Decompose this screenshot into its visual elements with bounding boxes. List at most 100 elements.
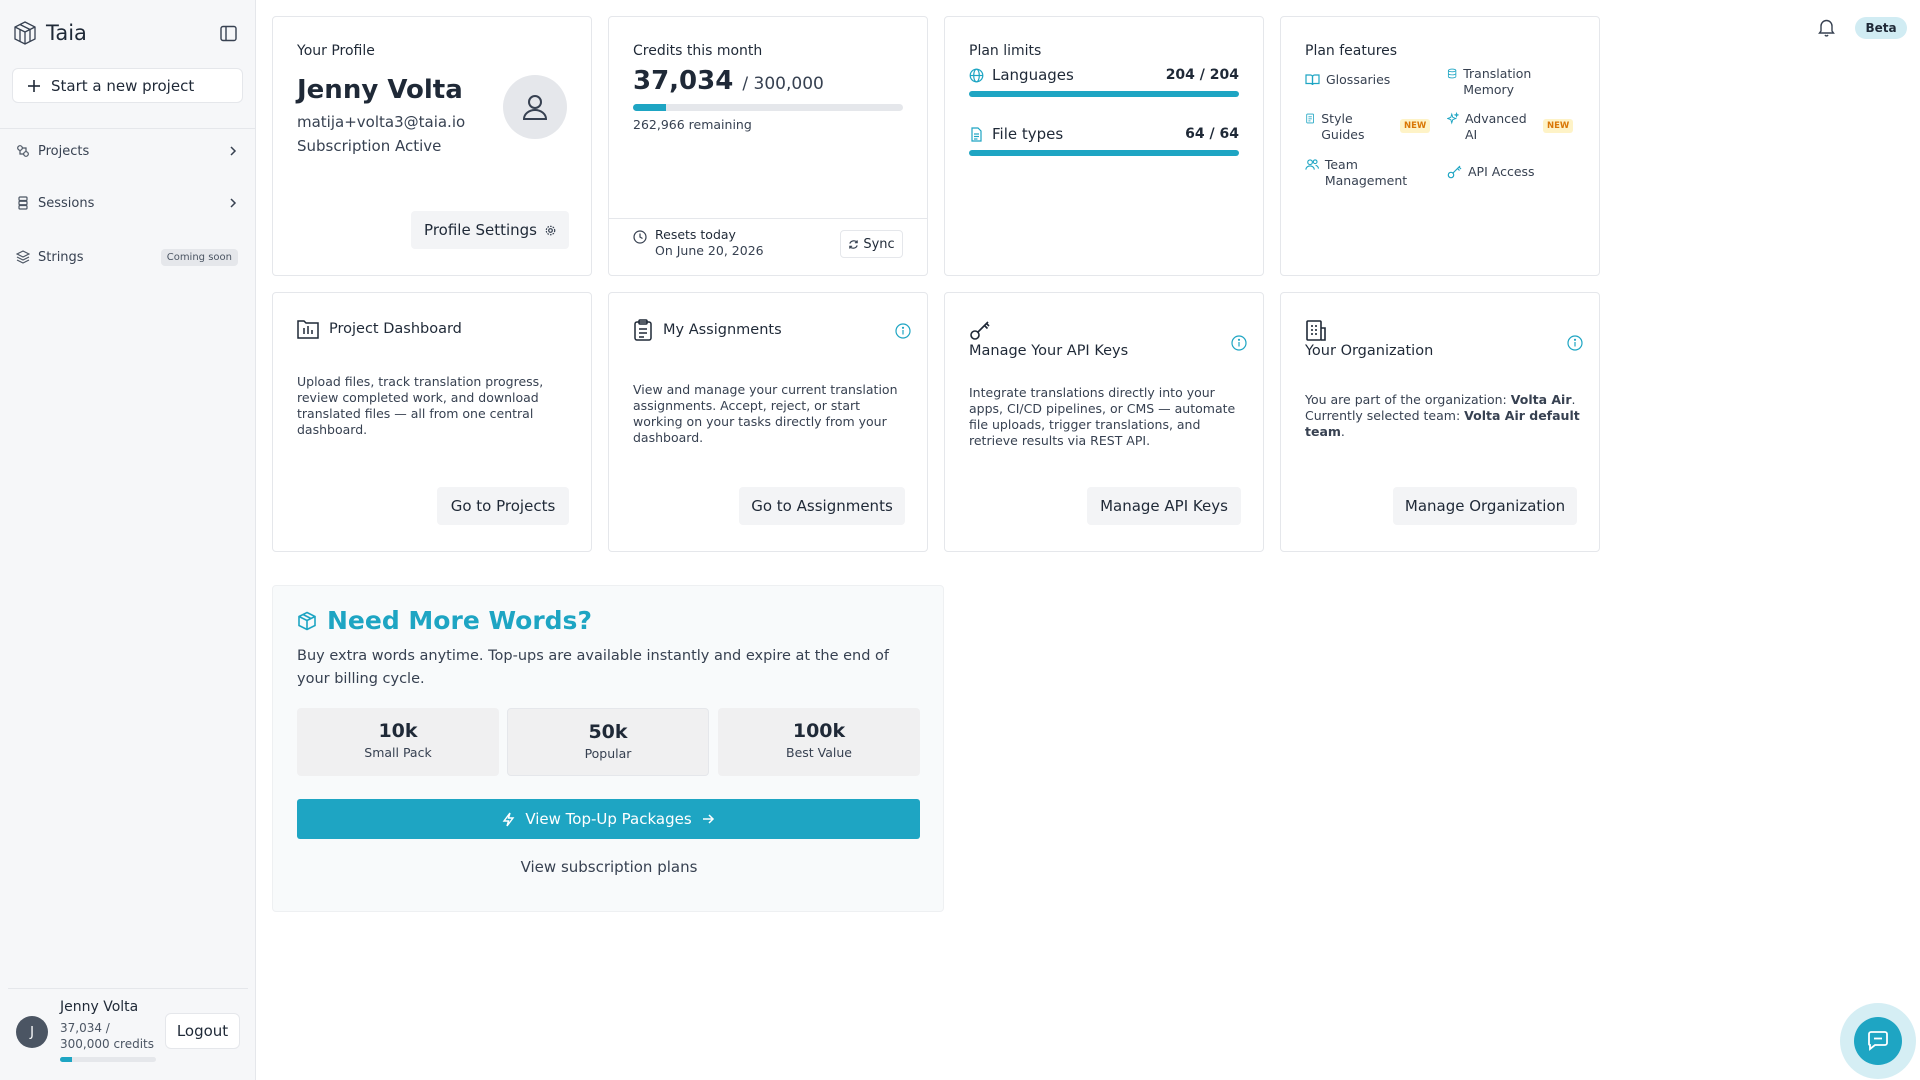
info-icon[interactable] xyxy=(895,323,911,339)
limit-bar-file-types xyxy=(969,150,1239,156)
dashboard-icon xyxy=(297,320,319,339)
file-icon xyxy=(971,126,982,142)
feature-team-management: Team Management xyxy=(1305,157,1435,189)
assignments-card: My Assignments View and manage your curr… xyxy=(608,292,928,552)
feature-glossaries: Glossaries xyxy=(1305,72,1390,88)
organization-card: Your Organization You are part of the or… xyxy=(1280,292,1600,552)
pack-best-value[interactable]: 100k Best Value xyxy=(718,708,920,776)
chat-icon xyxy=(1868,1031,1888,1051)
topup-description: Buy extra words anytime. Top-ups are ava… xyxy=(297,648,889,687)
database-icon xyxy=(1447,68,1457,79)
user-icon xyxy=(522,95,548,120)
credits-card: Credits this month 37,034 / 300,000 262,… xyxy=(608,16,928,276)
pack-small[interactable]: 10k Small Pack xyxy=(297,708,499,776)
limit-bar-languages xyxy=(969,91,1239,97)
pack-popular[interactable]: 50k Popular xyxy=(507,708,709,776)
pack-label: Best Value xyxy=(786,745,852,760)
avatar[interactable]: J xyxy=(16,1016,48,1048)
bell-icon[interactable] xyxy=(1818,18,1835,37)
card-description: Integrate translations directly into you… xyxy=(969,385,1236,448)
plan-limits-label: Plan limits xyxy=(969,43,1042,59)
refresh-icon xyxy=(849,239,859,249)
chevron-right-icon xyxy=(230,198,237,208)
manage-api-keys-button[interactable]: Manage API Keys xyxy=(1087,487,1241,525)
project-dashboard-card: Project Dashboard Upload files, track tr… xyxy=(272,292,592,552)
clock-icon xyxy=(633,230,647,244)
user-credits-bar-fill xyxy=(60,1057,72,1062)
app-name: Taia xyxy=(46,21,87,45)
feature-advanced-ai: Advanced AI xyxy=(1447,111,1527,143)
credits-used-value: 37,034 xyxy=(633,66,734,96)
topup-button-label: View Top-Up Packages xyxy=(525,810,692,828)
go-to-projects-button[interactable]: Go to Projects xyxy=(437,487,569,525)
card-title: My Assignments xyxy=(633,319,782,341)
profile-settings-label: Profile Settings xyxy=(424,221,537,239)
user-credits-bar xyxy=(60,1057,156,1062)
brand[interactable]: Taia xyxy=(12,20,87,46)
limit-value: 64 / 64 xyxy=(1185,126,1239,142)
info-icon[interactable] xyxy=(1567,335,1583,351)
profile-settings-button[interactable]: Profile Settings xyxy=(411,211,569,249)
sessions-icon xyxy=(18,196,28,210)
card-title-label: Manage Your API Keys xyxy=(969,343,1129,359)
logout-button[interactable]: Logout xyxy=(165,1013,240,1049)
credits-divider xyxy=(609,218,927,219)
limit-value: 204 / 204 xyxy=(1165,67,1239,83)
new-project-button[interactable]: Start a new project xyxy=(12,68,243,103)
sidebar-item-projects[interactable]: Projects xyxy=(16,138,238,164)
limit-name: File types xyxy=(992,125,1064,143)
logo-icon xyxy=(14,21,36,45)
feature-label: Glossaries xyxy=(1326,72,1391,87)
sidebar-item-strings[interactable]: Strings Coming soon xyxy=(16,244,238,270)
building-icon xyxy=(1306,320,1326,341)
sidebar-item-label: Sessions xyxy=(38,195,95,211)
topup-title: Need More Words? xyxy=(297,606,592,635)
feature-style-guides: Style Guides xyxy=(1305,111,1375,143)
projects-icon xyxy=(17,145,29,157)
new-badge: NEW xyxy=(1543,119,1574,133)
new-project-label: Start a new project xyxy=(51,76,195,95)
reset-text: Resets today xyxy=(655,227,736,242)
sync-button[interactable]: Sync xyxy=(840,230,903,258)
sidebar-item-label: Projects xyxy=(38,143,90,159)
pack-amount: 50k xyxy=(588,721,628,743)
info-icon[interactable] xyxy=(1231,335,1247,351)
view-topup-packages-button[interactable]: View Top-Up Packages xyxy=(297,799,920,839)
manage-organization-button[interactable]: Manage Organization xyxy=(1393,487,1577,525)
credits-progress-bar xyxy=(633,104,903,111)
credits-progress-fill xyxy=(633,104,667,111)
reset-date: On June 20, 2026 xyxy=(655,243,764,258)
card-description: Upload files, track translation progress… xyxy=(297,374,544,437)
plan-limits-card: Plan limits Languages 204 / 204 File typ… xyxy=(944,16,1264,276)
package-icon xyxy=(298,611,316,630)
limit-row-file-types: File types 64 / 64 xyxy=(969,125,1239,143)
gear-icon xyxy=(545,225,556,235)
new-badge: NEW xyxy=(1400,119,1431,133)
limit-row-languages: Languages 204 / 204 xyxy=(969,66,1239,84)
pack-label: Small Pack xyxy=(364,745,432,760)
sidebar-toggle-icon[interactable] xyxy=(220,25,237,42)
chat-button[interactable] xyxy=(1854,1017,1902,1065)
card-title-label: My Assignments xyxy=(663,322,782,338)
card-title: Project Dashboard xyxy=(297,319,462,339)
plus-icon xyxy=(28,79,40,92)
pack-amount: 100k xyxy=(792,720,846,742)
chat-launcher[interactable] xyxy=(1840,1003,1916,1079)
credits-remaining: 262,966 remaining xyxy=(633,117,752,132)
coming-soon-badge: Coming soon xyxy=(160,248,238,266)
clipboard-icon xyxy=(634,319,652,341)
feature-label: Advanced AI xyxy=(1464,111,1527,142)
key-icon xyxy=(1447,165,1462,179)
feature-label: Team Management xyxy=(1324,157,1408,188)
globe-icon xyxy=(969,68,984,82)
feature-label: API Access xyxy=(1468,164,1535,179)
profile-label: Your Profile xyxy=(297,43,375,59)
go-to-assignments-button[interactable]: Go to Assignments xyxy=(739,487,905,525)
feature-api-access: API Access xyxy=(1447,164,1535,180)
limit-name: Languages xyxy=(992,66,1074,84)
sidebar-item-sessions[interactable]: Sessions xyxy=(16,190,238,216)
card-description: View and manage your current translation… xyxy=(633,382,898,445)
user-credits: 37,034 / 300,000 credits xyxy=(60,1021,154,1051)
view-subscription-plans-link[interactable]: View subscription plans xyxy=(520,858,698,876)
plan-features-label: Plan features xyxy=(1305,43,1398,59)
